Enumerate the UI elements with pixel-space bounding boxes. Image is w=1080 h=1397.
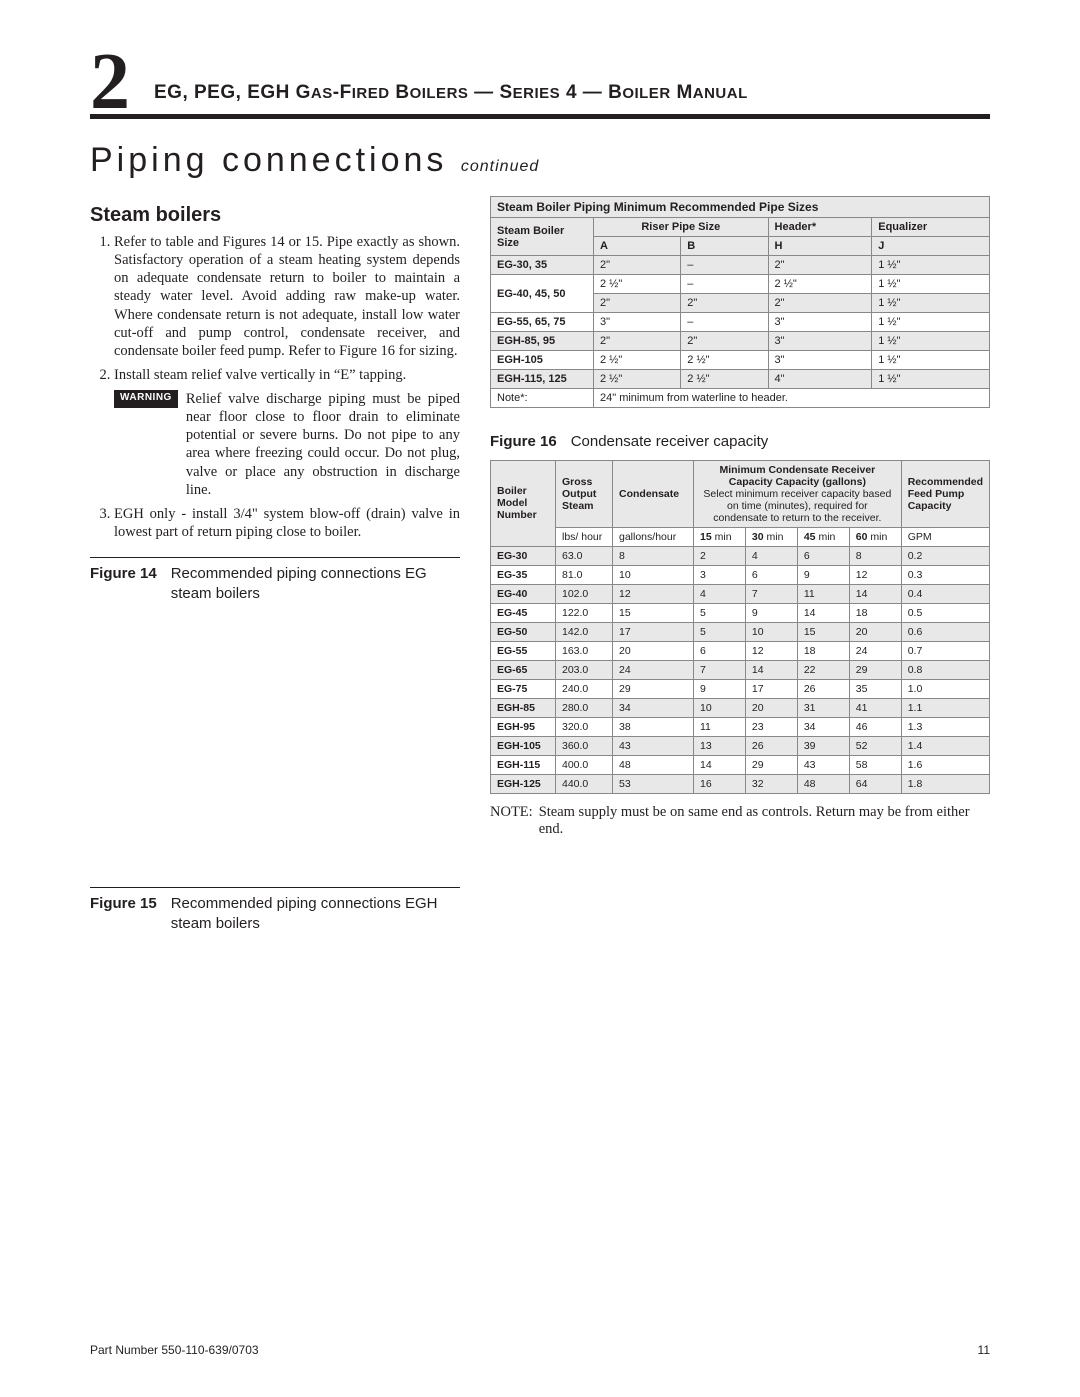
page-footer: Part Number 550-110-639/0703 11 xyxy=(90,1343,990,1357)
figure-16-caption: Figure 16 Condensate receiver capacity xyxy=(490,432,990,452)
pipe-table-title: Steam Boiler Piping Minimum Recommended … xyxy=(491,197,990,218)
figure-15-caption: Figure 15 Recommended piping connections… xyxy=(90,894,460,933)
section-title: Piping connections continued xyxy=(90,141,990,180)
chapter-number: 2 xyxy=(90,50,130,114)
step-1: Refer to table and Figures 14 or 15. Pip… xyxy=(114,233,460,360)
pipe-sizes-table: Steam Boiler Piping Minimum Recommended … xyxy=(490,196,990,408)
warning-badge: WARNING xyxy=(114,390,178,408)
page-header: 2 EG, PEG, EGH GAS-FIRED BOILERS — SERIE… xyxy=(90,50,990,119)
step-2: Install steam relief valve vertically in… xyxy=(114,366,460,384)
page-number: 11 xyxy=(978,1343,990,1357)
condensate-table: Boiler Model Number Gross Output Steam C… xyxy=(490,460,990,794)
figure-14-caption: Figure 14 Recommended piping connections… xyxy=(90,564,460,603)
step-3: EGH only - install 3/4" system blow-off … xyxy=(114,505,460,541)
header-title: EG, PEG, EGH GAS-FIRED BOILERS — SERIES … xyxy=(154,82,990,110)
part-number: Part Number 550-110-639/0703 xyxy=(90,1343,259,1357)
figure-14-placeholder xyxy=(90,611,460,871)
bottom-note: NOTE: Steam supply must be on same end a… xyxy=(490,804,990,838)
subsection-title: Steam boilers xyxy=(90,204,460,227)
steps-list: Refer to table and Figures 14 or 15. Pip… xyxy=(90,233,460,384)
warning-text: Relief valve discharge piping must be pi… xyxy=(186,390,460,499)
